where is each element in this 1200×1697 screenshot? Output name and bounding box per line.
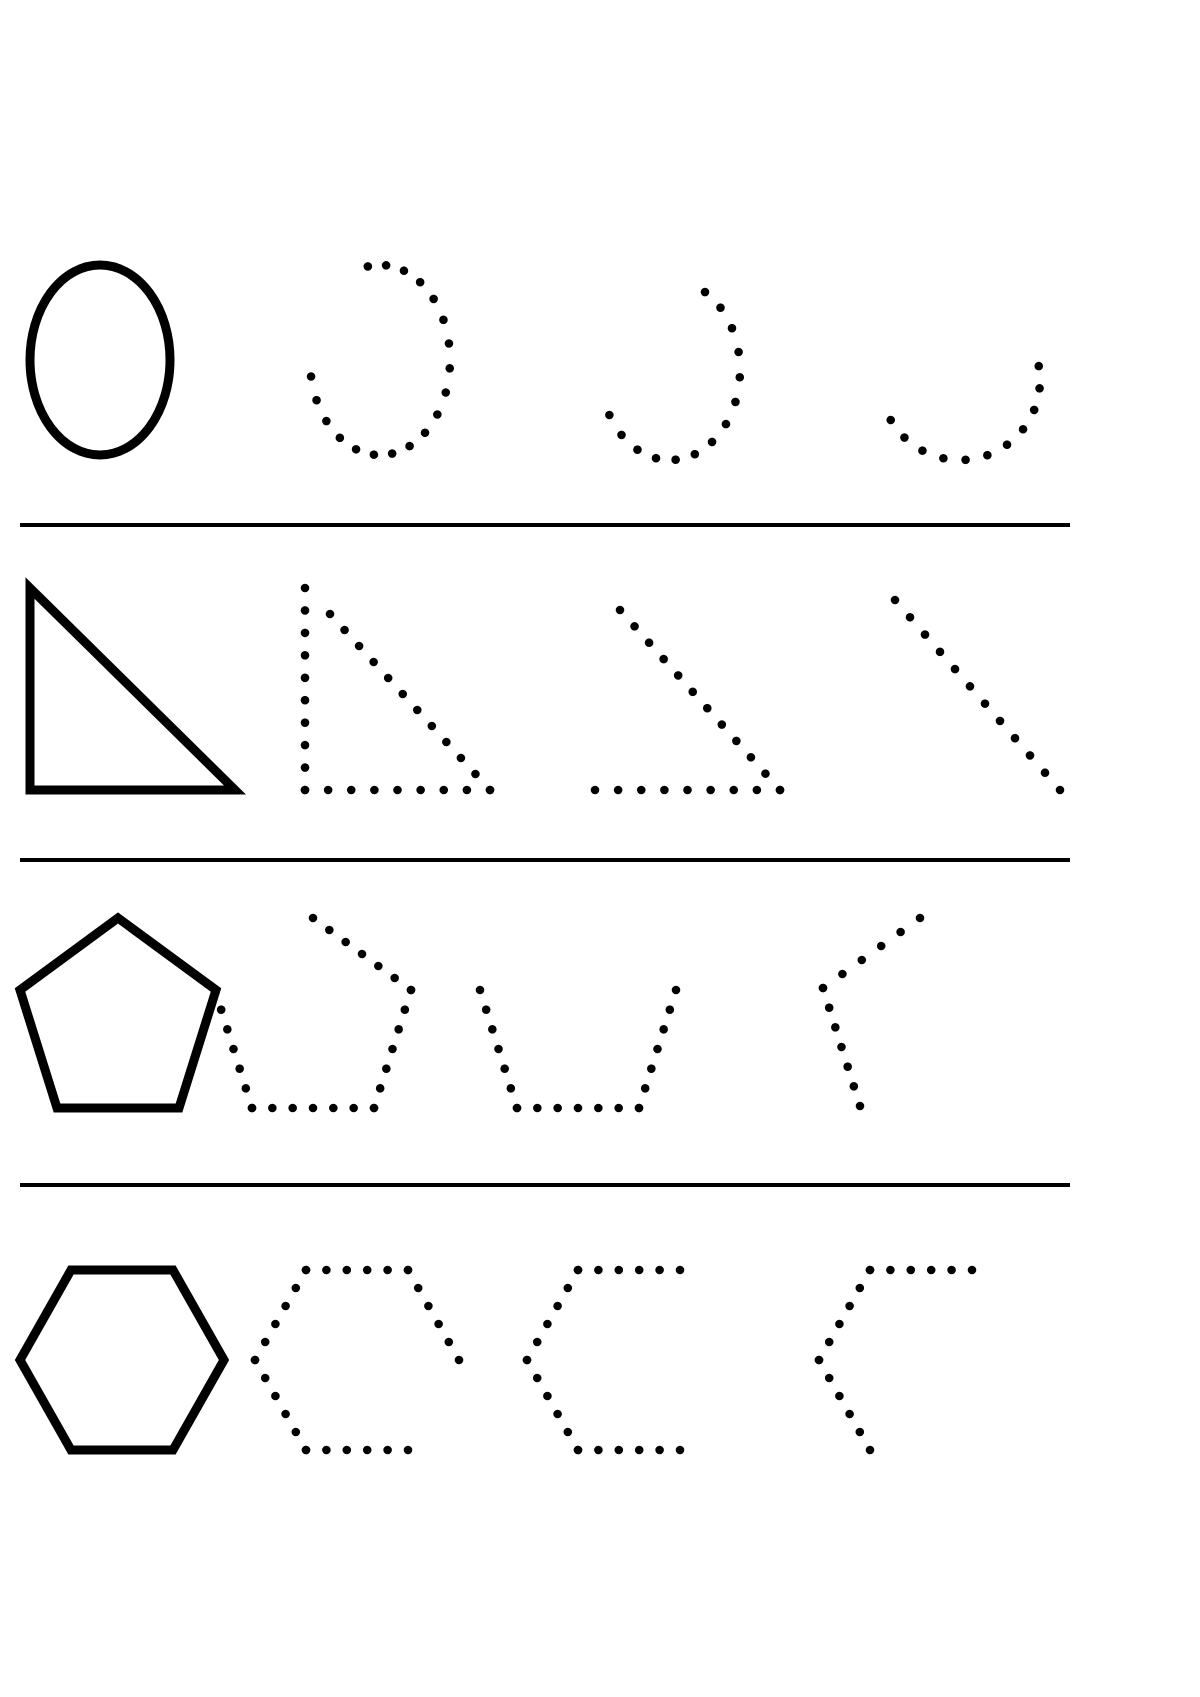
dotted-shape: [476, 986, 681, 1113]
dotted-shape: [301, 584, 495, 795]
dotted-shape: [891, 596, 1065, 795]
dotted-arc: [307, 261, 454, 459]
solid-ellipse: [30, 265, 170, 455]
dotted-shape: [819, 914, 925, 1111]
solid-hexagon: [20, 1270, 224, 1450]
solid-right-triangle: [30, 588, 235, 790]
dotted-arc: [886, 362, 1043, 464]
dotted-shape: [251, 1266, 464, 1455]
solid-pentagon: [20, 918, 216, 1108]
worksheet-canvas: [0, 0, 1200, 1697]
worksheet-page: [0, 0, 1200, 1697]
dotted-shape: [591, 606, 785, 795]
dotted-shape: [815, 1266, 977, 1455]
dotted-shape: [211, 914, 416, 1113]
dotted-shape: [523, 1266, 685, 1455]
dotted-arc: [605, 288, 744, 464]
